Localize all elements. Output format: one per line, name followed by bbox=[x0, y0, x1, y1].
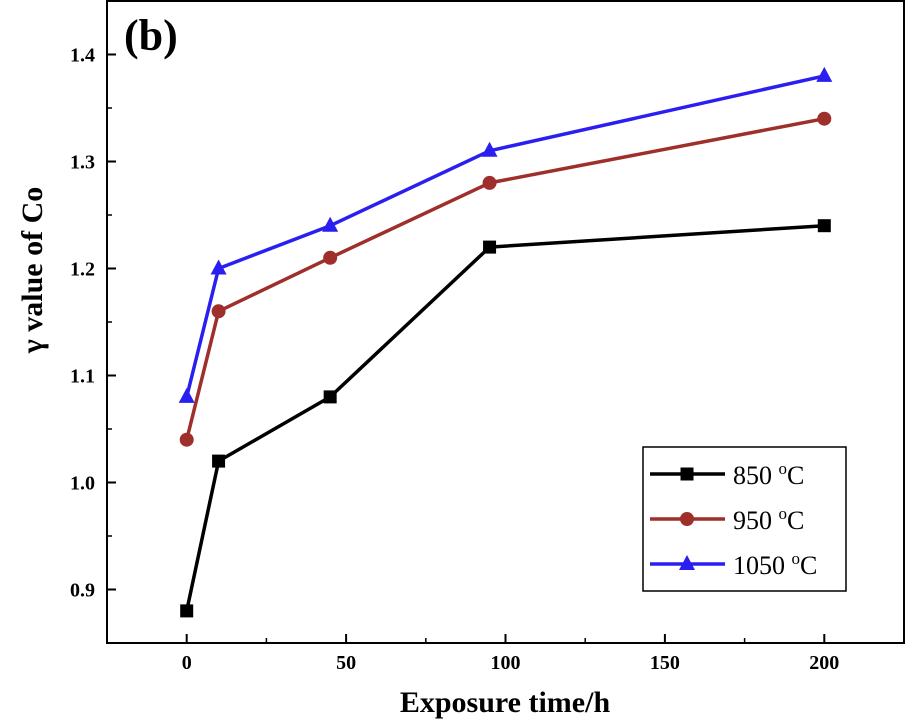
data-point bbox=[817, 111, 832, 126]
data-point bbox=[210, 259, 227, 275]
x-tick-label: 50 bbox=[336, 652, 356, 674]
legend: 850 oC 950 oC 1050 oC bbox=[642, 446, 847, 592]
y-tick-label: 1.0 bbox=[70, 473, 95, 495]
data-point bbox=[180, 604, 194, 618]
legend-marker bbox=[680, 467, 694, 481]
data-point bbox=[323, 250, 338, 265]
x-tick-label: 150 bbox=[650, 652, 680, 674]
panel-label: (b) bbox=[124, 11, 178, 60]
y-tick-label: 1.2 bbox=[70, 259, 95, 281]
data-point bbox=[211, 304, 226, 319]
legend-marker bbox=[679, 555, 695, 570]
x-axis-title: Exposure time/h bbox=[400, 686, 611, 719]
y-tick-label: 0.9 bbox=[70, 580, 95, 602]
data-point bbox=[212, 454, 226, 468]
series-3 bbox=[178, 66, 833, 403]
axis-tick-labels: 0 50 100 150 200 0.9 1.0 1.1 1.2 1.3 1.4 bbox=[70, 45, 839, 675]
y-tick-label: 1.1 bbox=[70, 366, 95, 388]
data-point bbox=[481, 141, 498, 157]
data-point bbox=[483, 240, 497, 254]
y-tick-label: 1.4 bbox=[70, 45, 95, 67]
data-point bbox=[816, 66, 833, 82]
series-layer bbox=[178, 66, 833, 618]
legend-items: 850 oC 950 oC 1050 oC bbox=[650, 459, 817, 580]
data-point bbox=[178, 387, 195, 403]
x-tick-label: 100 bbox=[491, 652, 521, 674]
y-tick-label: 1.3 bbox=[70, 152, 95, 174]
series-line bbox=[185, 116, 825, 441]
legend-label: 850 oC bbox=[733, 459, 804, 490]
legend-item-2: 950 oC bbox=[650, 504, 804, 535]
x-tick-label: 0 bbox=[182, 652, 192, 674]
legend-label: 1050 oC bbox=[733, 549, 817, 580]
series-line bbox=[185, 74, 825, 398]
series-1 bbox=[180, 219, 831, 618]
series-2 bbox=[179, 111, 832, 447]
axis-ticks bbox=[107, 0, 905, 644]
data-point bbox=[322, 216, 339, 232]
legend-item-1: 850 oC bbox=[650, 459, 804, 490]
data-point bbox=[482, 175, 497, 190]
data-point bbox=[179, 432, 194, 447]
data-point bbox=[323, 390, 337, 404]
legend-marker bbox=[680, 512, 694, 526]
y-axis-title: γ value of Co bbox=[16, 187, 49, 355]
legend-item-3: 1050 oC bbox=[650, 549, 817, 580]
x-tick-label: 200 bbox=[809, 652, 839, 674]
data-point bbox=[817, 219, 831, 233]
legend-label: 950 oC bbox=[733, 504, 804, 535]
